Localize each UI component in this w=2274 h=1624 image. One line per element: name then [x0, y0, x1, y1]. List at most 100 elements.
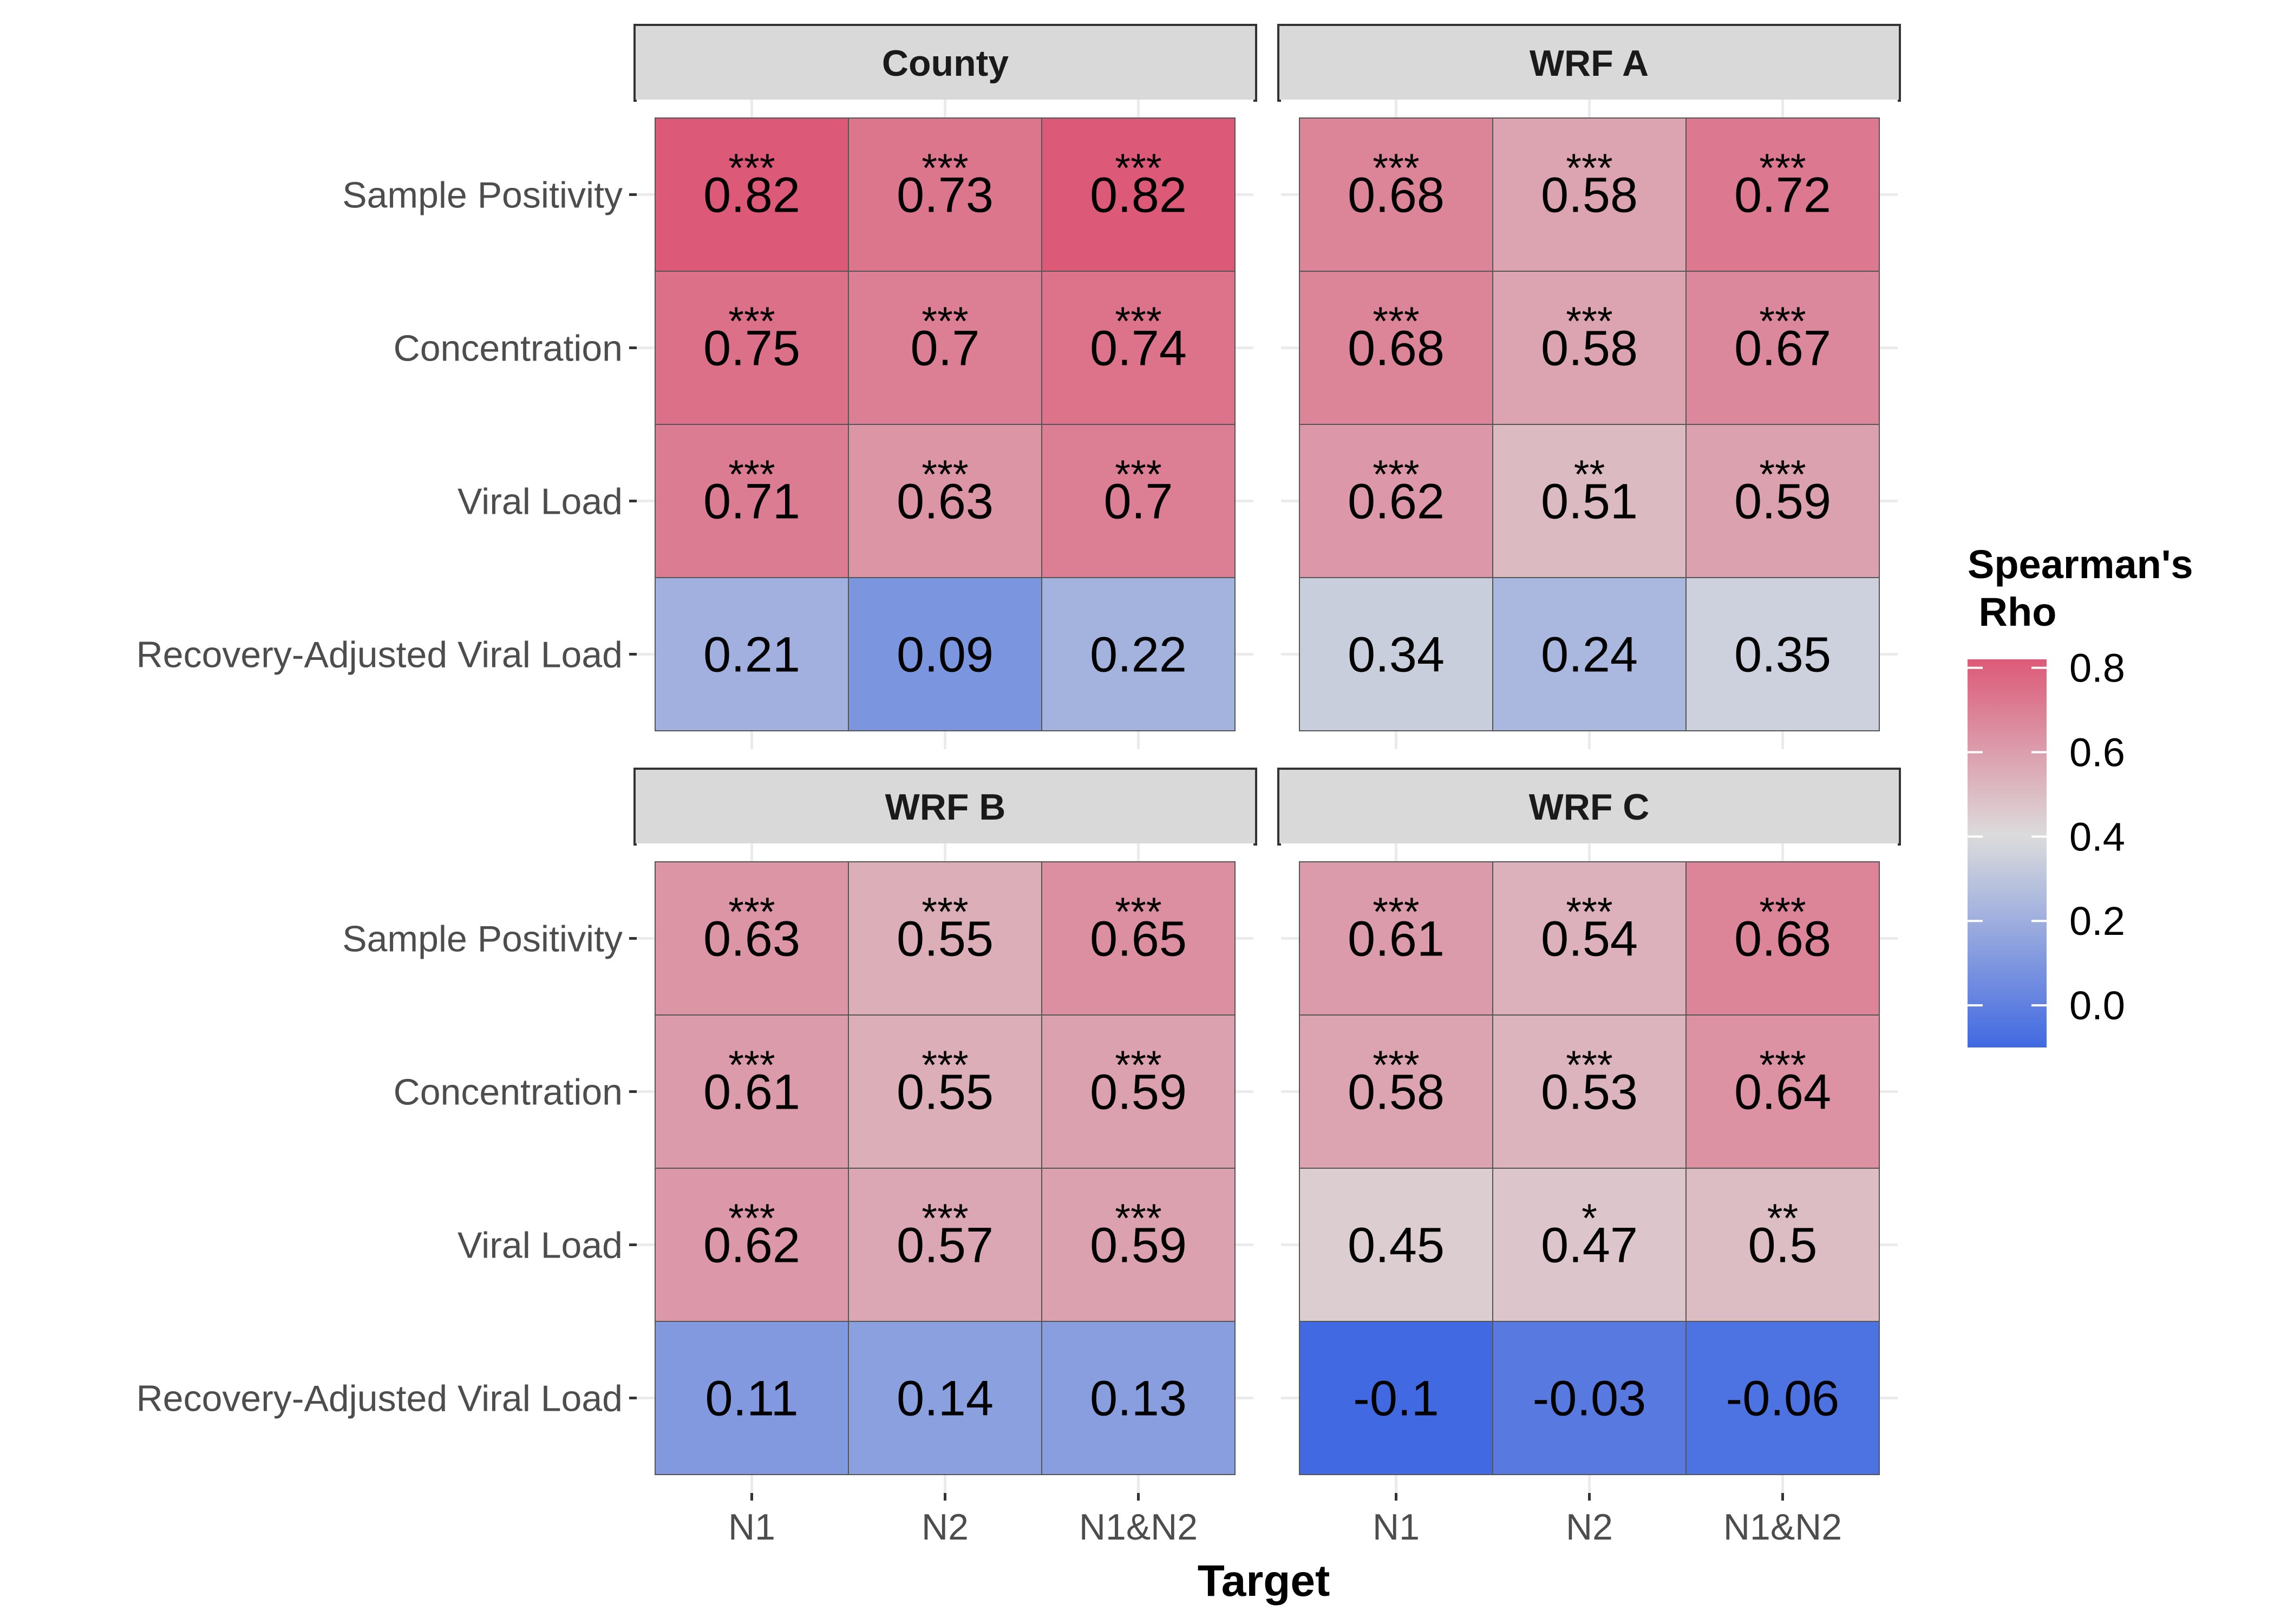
- cell-value-label: 0.82: [1090, 168, 1187, 223]
- cell-value-label: 0.11: [705, 1371, 798, 1426]
- heatmap-cell: 0.57***: [848, 1168, 1042, 1322]
- x-tick-label: N2: [922, 1507, 969, 1548]
- significance-label: ***: [1759, 1043, 1806, 1088]
- heatmap-cell: 0.51**: [1492, 424, 1687, 578]
- cell-value-label: 0.82: [703, 168, 800, 223]
- cell-value-label: 0.47: [1541, 1218, 1638, 1273]
- cell-value-label: 0.73: [897, 168, 994, 223]
- heatmap-cell: 0.82***: [1041, 117, 1236, 272]
- cell-tile: [655, 117, 849, 272]
- cell-value-label: 0.71: [703, 474, 800, 529]
- significance-label: ***: [922, 299, 968, 344]
- heatmap-cell: 0.7***: [848, 271, 1042, 425]
- cell-tile: [848, 861, 1042, 1016]
- y-tick-label: Concentration: [394, 1072, 623, 1113]
- heatmap-cell: 0.68***: [1685, 861, 1880, 1016]
- heatmap-cell: 0.5**: [1685, 1168, 1880, 1322]
- significance-label: ***: [1115, 299, 1161, 344]
- cell-tile: [1685, 117, 1880, 272]
- cell-tile: [1299, 117, 1493, 272]
- cell-value-label: 0.7: [911, 321, 980, 376]
- heatmap-cell: 0.65***: [1041, 861, 1236, 1016]
- cell-tile: [848, 1321, 1042, 1475]
- heatmap-cell: 0.63***: [848, 424, 1042, 578]
- heatmap-cell: 0.58***: [1299, 1014, 1493, 1169]
- heatmap-cell: 0.68***: [1299, 271, 1493, 425]
- cell-tile: [1041, 271, 1236, 425]
- significance-label: ***: [728, 452, 775, 497]
- cell-tile: [655, 424, 849, 578]
- heatmap-cell: 0.21: [655, 577, 849, 731]
- heatmap-cell: 0.67***: [1685, 271, 1880, 425]
- heatmap-cell: 0.47*: [1492, 1168, 1687, 1322]
- cell-tile: [1041, 1321, 1236, 1475]
- significance-label: ***: [922, 889, 968, 934]
- cell-value-label: 0.59: [1734, 474, 1831, 529]
- cell-tile: [1041, 424, 1236, 578]
- heatmap-cell: -0.03: [1492, 1321, 1687, 1475]
- cell-value-label: -0.03: [1533, 1371, 1646, 1426]
- heatmap-cell: 0.59***: [1041, 1014, 1236, 1169]
- cell-value-label: -0.1: [1353, 1371, 1439, 1426]
- heatmap-cell: 0.45: [1299, 1168, 1493, 1322]
- legend: Spearman's Rho 0.8 0.6 0.4 0.2 0.0: [1968, 542, 2193, 1047]
- cell-value-label: 0.58: [1541, 321, 1638, 376]
- cell-tile: [848, 117, 1042, 272]
- cell-value-label: 0.61: [1348, 912, 1445, 967]
- cell-tile: [1492, 1321, 1687, 1475]
- heatmap-cell: 0.82***: [655, 117, 849, 272]
- cell-tile: [1299, 1014, 1493, 1169]
- cell-value-label: 0.72: [1734, 168, 1831, 223]
- legend-title: Spearman's Rho: [1968, 542, 2193, 634]
- heatmap-cell: 0.71***: [655, 424, 849, 578]
- heatmap-cell: 0.55***: [848, 861, 1042, 1016]
- cell-tile: [1299, 1321, 1493, 1475]
- heatmap-cell: 0.59***: [1685, 424, 1880, 578]
- significance-label: ***: [1566, 146, 1612, 191]
- y-tick-label: Concentration: [394, 328, 623, 369]
- cell-tile: [1685, 1321, 1880, 1475]
- heatmap-cell: 0.09: [848, 577, 1042, 731]
- cell-value-label: 0.14: [897, 1371, 994, 1426]
- cell-value-label: 0.57: [897, 1218, 994, 1273]
- significance-label: ***: [1373, 889, 1419, 934]
- heatmap-cell: 0.14: [848, 1321, 1042, 1475]
- cell-value-label: 0.21: [703, 627, 800, 683]
- significance-label: ***: [728, 1196, 775, 1241]
- heatmap-cell: 0.59***: [1041, 1168, 1236, 1322]
- cell-value-label: 0.54: [1541, 912, 1638, 967]
- axes: Sample Positivity Concentration Viral Load…: [136, 175, 1842, 1548]
- cell-tile: [1685, 1168, 1880, 1322]
- panel-wrf-a: WRF A0.68*** 0.58*** 0.72***0.68*** 0.58***…: [1277, 24, 1901, 749]
- cell-value-label: 0.35: [1734, 627, 1831, 683]
- cell-value-label: 0.53: [1541, 1065, 1638, 1120]
- cell-value-label: 0.65: [1090, 912, 1187, 967]
- cell-value-label: 0.13: [1090, 1371, 1187, 1426]
- significance-label: ***: [728, 889, 775, 934]
- significance-label: ***: [1115, 1043, 1161, 1088]
- cell-value-label: 0.75: [703, 321, 800, 376]
- cell-tile: [1299, 271, 1493, 425]
- significance-label: ***: [922, 452, 968, 497]
- cell-value-label: 0.51: [1541, 474, 1638, 529]
- cell-value-label: 0.64: [1734, 1065, 1831, 1120]
- significance-label: ***: [728, 146, 775, 191]
- heatmap-cell: 0.73***: [848, 117, 1042, 272]
- cell-value-label: 0.59: [1090, 1218, 1187, 1273]
- panel-title: WRF B: [885, 787, 1006, 828]
- x-tick-label: N1: [728, 1507, 775, 1548]
- cell-tile: [1299, 577, 1493, 731]
- significance-label: ***: [1759, 452, 1806, 497]
- legend-tick-label: 0.2: [2069, 899, 2125, 944]
- significance-label: ***: [1566, 299, 1612, 344]
- cell-tile: [655, 1321, 849, 1475]
- significance-label: **: [1767, 1196, 1799, 1241]
- significance-label: ***: [1566, 889, 1612, 934]
- heatmap-cell: 0.22: [1041, 577, 1236, 731]
- panel-title: WRF A: [1530, 43, 1649, 84]
- cell-value-label: 0.62: [703, 1218, 800, 1273]
- significance-label: ***: [1566, 1043, 1612, 1088]
- cell-value-label: 0.63: [703, 912, 800, 967]
